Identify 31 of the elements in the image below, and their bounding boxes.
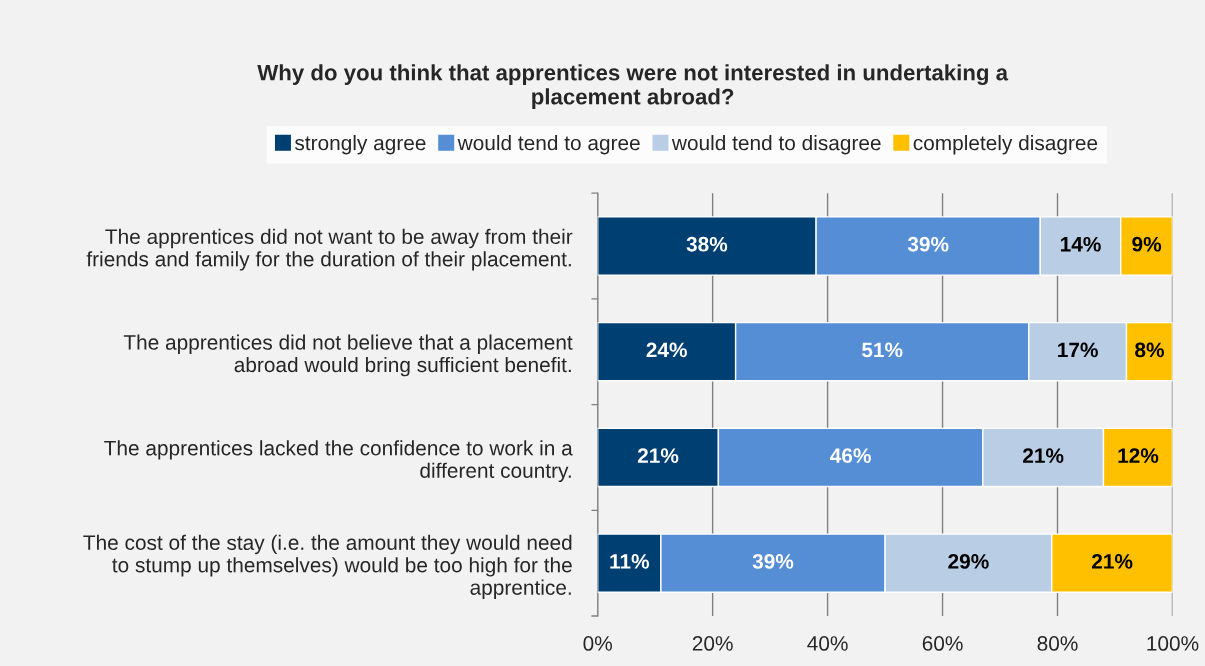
- data-label: 29%: [948, 554, 989, 569]
- x-tick-label: 20%: [692, 636, 733, 651]
- data-label: 39%: [907, 236, 949, 252]
- y-tick-label: The apprentices did not believe that a placement abroad would bring sufficient benefit.: [123, 334, 573, 377]
- data-label: 17%: [1058, 342, 1098, 358]
- x-tick-label: 60%: [922, 636, 963, 651]
- data-label: 21%: [1091, 554, 1133, 569]
- data-label: 14%: [1060, 236, 1101, 252]
- y-tick-label: The apprentices did not want to be away from their friends and family for the duration of their placement.: [86, 228, 573, 271]
- data-label: 12%: [1118, 448, 1159, 464]
- x-tick-label: 80%: [1037, 636, 1078, 651]
- data-label: 38%: [686, 236, 728, 252]
- legend-label: would tend to disagree: [671, 134, 881, 155]
- legend-label: strongly agree: [294, 134, 426, 155]
- legend-label: would tend to agree: [457, 134, 640, 155]
- data-label: 46%: [830, 448, 871, 464]
- legend-label: completely disagree: [913, 134, 1098, 155]
- x-tick-label: 0%: [583, 636, 612, 651]
- data-label: 8%: [1135, 342, 1164, 358]
- x-tick-label: 40%: [807, 636, 848, 651]
- data-label: 11%: [610, 554, 650, 569]
- data-label: 39%: [752, 554, 794, 569]
- data-label: 9%: [1132, 236, 1162, 252]
- y-tick-label: The apprentices lacked the confidence to work in a different country.: [104, 440, 573, 483]
- chart-title: Why do you think that apprentices were not interested in undertaking a placement abroad?: [257, 64, 1009, 109]
- data-label: 24%: [646, 342, 687, 358]
- data-label: 51%: [861, 342, 903, 358]
- y-tick-label: The cost of the stay (i.e. the amount they would need to stump up themselves) would be too high for the apprentice.: [83, 534, 572, 600]
- data-label: 21%: [637, 448, 679, 464]
- x-tick-label: 100%: [1147, 636, 1199, 651]
- data-label: 21%: [1023, 448, 1064, 464]
